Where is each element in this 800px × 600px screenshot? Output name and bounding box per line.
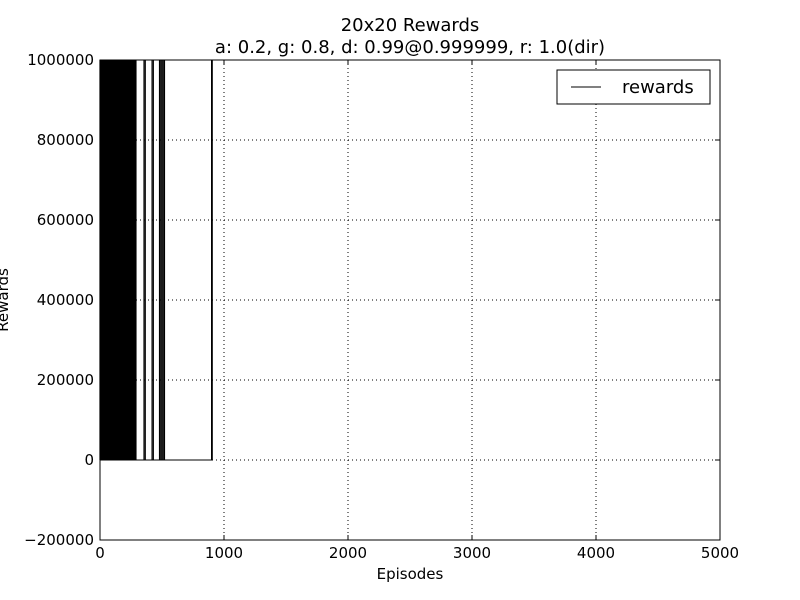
axis-ticks: 0 1000 2000 3000 4000 5000−200000020000040000… xyxy=(24,51,739,562)
x-tick-label: 3000 xyxy=(453,544,491,562)
chart-subtitle: a: 0.2, g: 0.8, d: 0.99@0.999999, r: 1.0… xyxy=(215,37,605,58)
y-axis-label: Rewards xyxy=(0,268,12,332)
y-tick-label: 200000 xyxy=(37,371,94,389)
y-tick-label: 1000000 xyxy=(27,51,94,69)
y-tick-label: 800000 xyxy=(37,131,94,149)
y-tick-label: 600000 xyxy=(37,211,94,229)
x-tick-label: 1000 xyxy=(205,544,243,562)
x-tick-label: 2000 xyxy=(329,544,367,562)
x-tick-label: 5000 xyxy=(701,544,739,562)
y-tick-label: 400000 xyxy=(37,291,94,309)
legend: rewards xyxy=(556,69,711,105)
x-tick-label: 0 xyxy=(95,544,105,562)
chart-title: 20x20 Rewards xyxy=(341,15,480,36)
y-tick-label: −200000 xyxy=(24,531,94,549)
x-tick-label: 4000 xyxy=(577,544,615,562)
legend-label-rewards: rewards xyxy=(622,77,694,98)
grid-lines xyxy=(100,60,720,540)
y-tick-label: 0 xyxy=(84,451,94,469)
x-axis-label: Episodes xyxy=(377,565,444,583)
